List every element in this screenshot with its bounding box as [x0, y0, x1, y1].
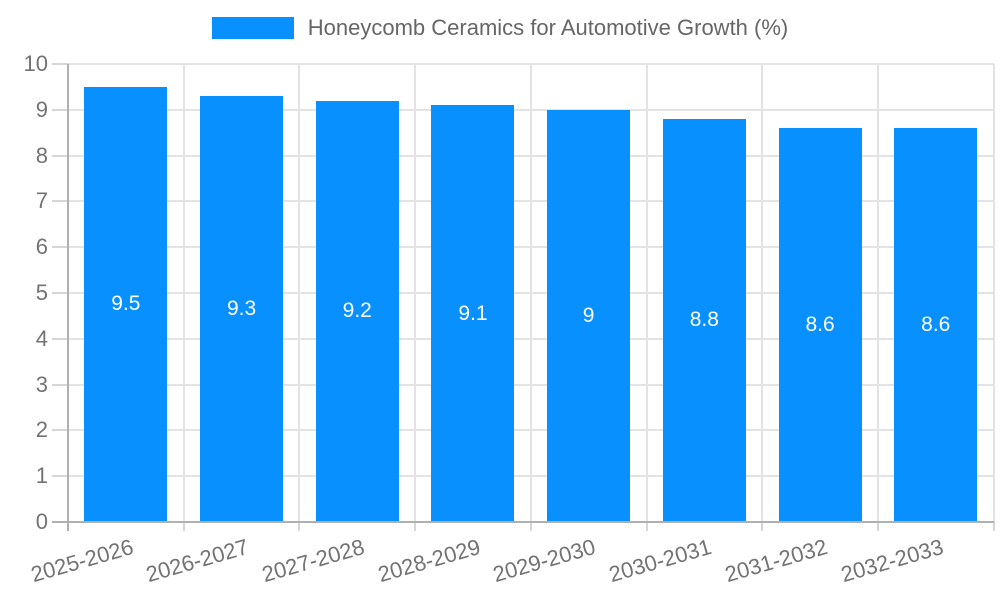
y-axis-tick-label: 9	[35, 96, 48, 122]
x-axis-tick	[414, 522, 417, 531]
y-axis-tick	[52, 337, 68, 340]
y-axis-tick-label: 1	[35, 463, 48, 489]
x-axis-category-label: 2031-2032	[721, 534, 830, 588]
y-axis-tick	[52, 383, 68, 386]
bar-2031-2032[interactable]	[778, 128, 862, 522]
y-axis-tick	[52, 108, 68, 111]
y-axis-tick	[52, 154, 68, 157]
chart-legend[interactable]: Honeycomb Ceramics for Automotive Growth…	[0, 14, 1000, 42]
bar-value-label: 9.2	[342, 299, 372, 323]
x-axis-tick	[529, 522, 532, 531]
x-axis-tick	[992, 522, 995, 531]
y-axis-tick-label: 2	[35, 417, 48, 443]
x-axis-category-label: 2032-2033	[837, 534, 946, 588]
bar-2028-2029[interactable]	[431, 105, 515, 522]
bar-2030-2031[interactable]	[662, 118, 746, 522]
bar-2032-2033[interactable]	[894, 128, 978, 522]
y-axis-line	[67, 64, 69, 531]
bar-value-label: 9	[582, 303, 595, 327]
bar-value-label: 9.5	[111, 292, 141, 316]
y-axis-tick-label: 6	[35, 234, 48, 260]
gridline-vertical	[529, 64, 532, 522]
bar-value-label: 9.1	[458, 301, 488, 325]
gridline-vertical	[645, 64, 648, 522]
y-axis-tick	[52, 429, 68, 432]
gridline-vertical	[876, 64, 879, 522]
x-axis-category-label: 2029-2030	[490, 534, 599, 588]
y-axis-tick	[52, 521, 68, 523]
x-axis-line	[68, 521, 994, 523]
bar-2029-2030[interactable]	[547, 109, 631, 522]
gridline-vertical	[992, 64, 995, 522]
y-axis-tick	[52, 63, 68, 65]
legend-swatch-icon	[211, 17, 294, 39]
gridline-vertical	[182, 64, 185, 522]
bar-value-label: 8.8	[689, 308, 719, 332]
bar-2027-2028[interactable]	[315, 100, 399, 522]
legend-label: Honeycomb Ceramics for Automotive Growth…	[307, 15, 789, 40]
y-axis-tick	[52, 200, 68, 203]
bar-2026-2027[interactable]	[200, 96, 284, 522]
x-axis-tick	[645, 522, 648, 531]
gridline-vertical	[761, 64, 764, 522]
y-axis-tick-label: 5	[35, 280, 48, 305]
y-axis-tick-label: 10	[23, 51, 48, 76]
x-axis-tick	[876, 522, 879, 531]
y-axis-tick	[52, 292, 68, 294]
bar-value-label: 8.6	[805, 313, 835, 337]
x-axis-category-label: 2030-2031	[606, 534, 715, 588]
y-axis-tick	[52, 475, 68, 478]
gridline-vertical	[298, 64, 301, 522]
y-axis-tick-label: 0	[35, 509, 48, 534]
y-axis-tick-label: 8	[35, 142, 48, 168]
y-axis-tick-label: 4	[35, 325, 48, 351]
x-axis-tick	[298, 522, 301, 531]
x-axis-tick	[182, 522, 185, 531]
bar-2025-2026[interactable]	[84, 86, 168, 522]
y-axis-tick-label: 7	[35, 188, 48, 214]
x-axis-tick	[761, 522, 764, 531]
bar-value-label: 8.6	[921, 313, 951, 337]
bar-value-label: 9.3	[226, 297, 257, 321]
x-axis-category-label: 2025-2026	[27, 534, 136, 588]
x-axis-category-label: 2027-2028	[259, 534, 368, 588]
y-axis-tick	[52, 246, 68, 249]
x-axis-category-label: 2026-2027	[143, 534, 252, 588]
y-axis-tick-label: 3	[35, 371, 48, 397]
gridline-vertical	[414, 64, 417, 522]
x-axis-category-label: 2028-2029	[374, 534, 483, 588]
